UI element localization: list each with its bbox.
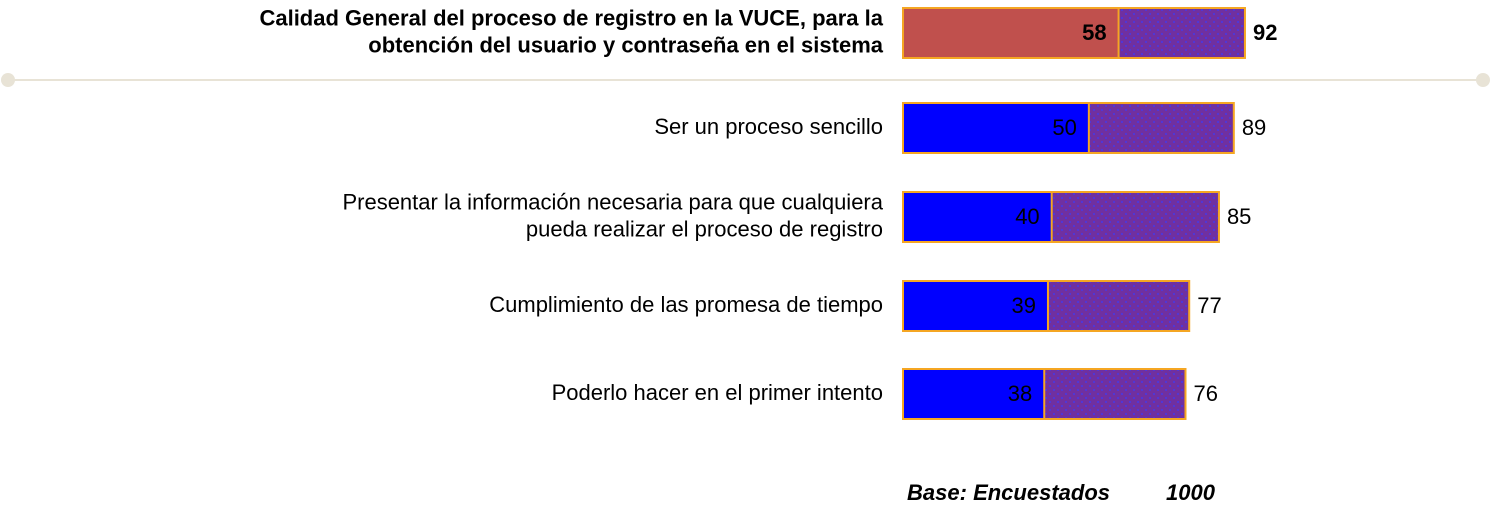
category-label: pueda realizar el proceso de registro <box>526 216 883 241</box>
category-label: Calidad General del proceso de registro … <box>259 5 883 30</box>
data-label: 39 <box>1011 293 1035 318</box>
category-label: Poderlo hacer en el primer intento <box>552 380 883 405</box>
total-label: 85 <box>1227 204 1251 229</box>
bar-segment <box>902 7 1120 59</box>
data-label: 38 <box>1008 381 1032 406</box>
category-label: Presentar la información necesaria para … <box>342 189 883 214</box>
footnote-value: 1000 <box>1166 480 1216 505</box>
bar-segment <box>902 368 1046 420</box>
total-label: 76 <box>1193 381 1217 406</box>
data-label: 58 <box>1082 20 1106 45</box>
category-label: obtención del usuario y contraseña en el… <box>368 32 883 57</box>
category-label: Ser un proceso sencillo <box>654 114 883 139</box>
bar-segment <box>902 102 1090 154</box>
data-label: 50 <box>1052 115 1076 140</box>
total-label: 89 <box>1242 115 1266 140</box>
bar-segment <box>902 280 1049 332</box>
total-label: 77 <box>1197 293 1221 318</box>
data-label: 40 <box>1015 204 1039 229</box>
category-label: Cumplimiento de las promesa de tiempo <box>489 292 883 317</box>
bar-segment <box>902 191 1053 243</box>
divider <box>1 73 1490 87</box>
footnote-label: Base: Encuestados <box>907 480 1110 505</box>
total-label: 92 <box>1253 20 1277 45</box>
